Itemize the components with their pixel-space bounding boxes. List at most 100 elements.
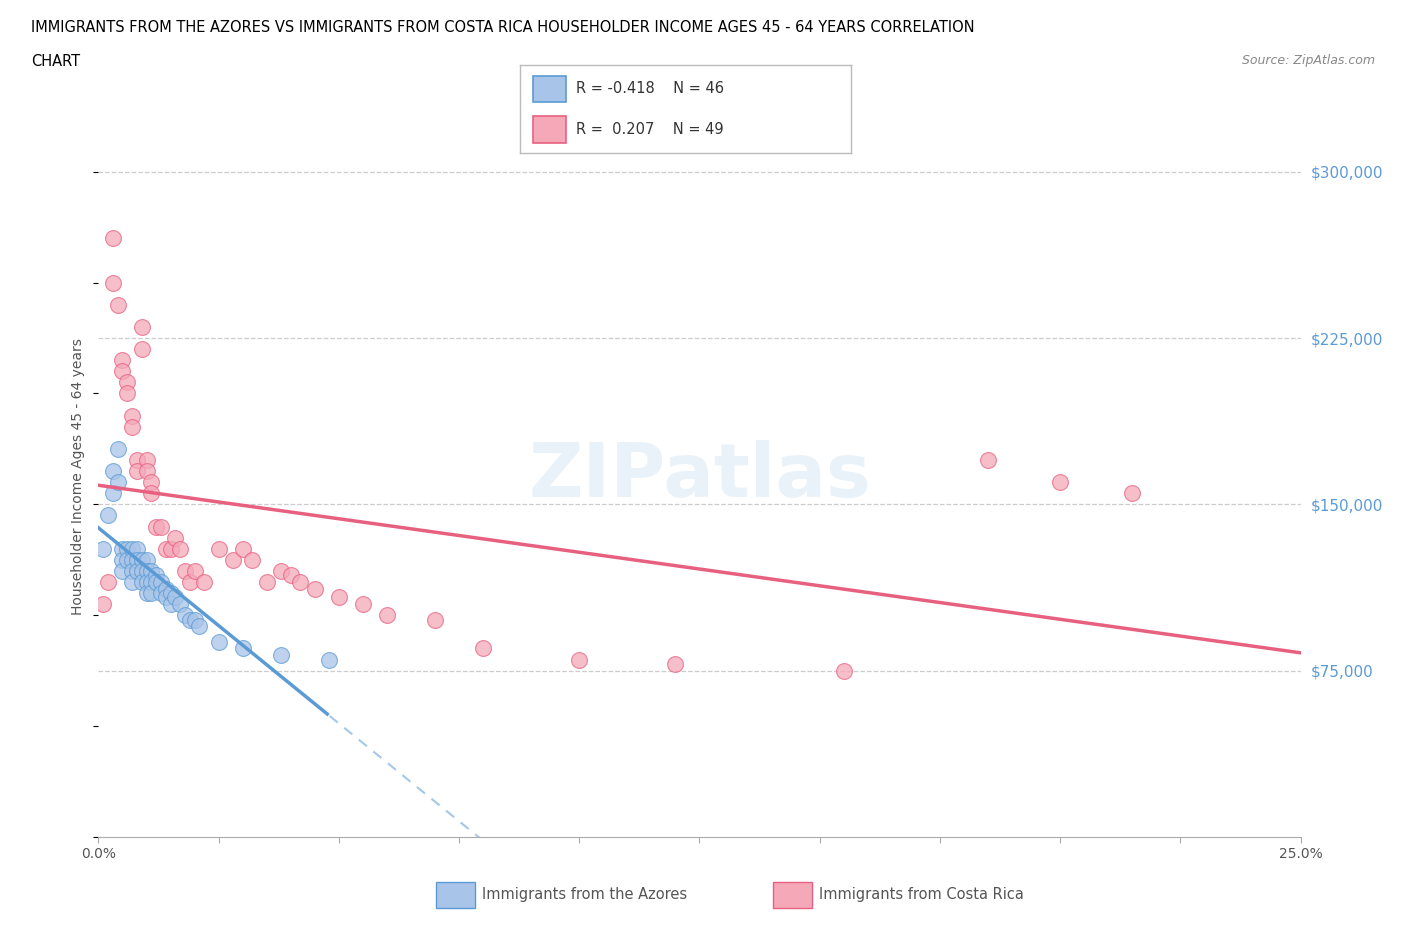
Point [91,541,114,556]
Point [183,564,205,578]
Point [169,541,191,556]
Point [174,608,197,623]
Point [375,608,398,623]
Point [193,575,215,590]
Point [135,453,157,468]
Point [135,464,157,479]
Point [141,586,163,601]
Point [121,408,143,423]
Point [107,442,129,457]
Point [568,652,591,667]
Point [290,575,312,590]
Point [169,597,191,612]
Bar [533,116,567,143]
Point [352,597,374,612]
Point [256,575,278,590]
Point [232,541,254,556]
Point [149,519,172,534]
Point [145,568,167,583]
Point [141,564,163,578]
Point [117,541,139,556]
Point [328,590,350,604]
Bar [773,882,813,909]
Point [208,634,231,649]
Point [125,453,148,468]
Text: ZIPatlas: ZIPatlas [529,440,870,513]
Text: R =  0.207    N = 49: R = 0.207 N = 49 [576,122,724,137]
Bar [533,75,567,102]
Point [111,352,134,367]
Point [111,541,134,556]
Point [101,464,124,479]
Point [1121,485,1143,500]
Bar [436,882,475,909]
Point [165,590,187,604]
Point [145,575,167,590]
Point [101,275,124,290]
Point [111,364,134,379]
Point [664,657,686,671]
Point [155,590,177,604]
Point [121,419,143,434]
Point [135,586,157,601]
Point [135,552,157,567]
Point [472,641,495,656]
Point [304,581,326,596]
Text: Source: ZipAtlas.com: Source: ZipAtlas.com [1241,54,1375,67]
Point [131,575,153,590]
Point [270,647,292,662]
Text: Immigrants from Costa Rica: Immigrants from Costa Rica [820,887,1024,902]
Point [97,508,120,523]
Text: Immigrants from the Azores: Immigrants from the Azores [482,887,686,902]
Point [240,552,263,567]
Point [111,552,134,567]
Point [141,474,163,489]
Point [107,474,129,489]
Point [145,519,167,534]
Point [117,375,139,390]
Point [141,575,163,590]
Point [832,663,855,678]
Point [165,530,187,545]
Point [125,464,148,479]
Point [1049,474,1071,489]
Point [135,564,157,578]
Point [155,541,177,556]
Point [141,485,163,500]
Text: IMMIGRANTS FROM THE AZORES VS IMMIGRANTS FROM COSTA RICA HOUSEHOLDER INCOME AGES: IMMIGRANTS FROM THE AZORES VS IMMIGRANTS… [31,20,974,35]
Point [155,581,177,596]
Point [101,485,124,500]
Point [318,652,340,667]
Point [222,552,245,567]
Point [183,612,205,627]
Point [121,552,143,567]
Point [131,564,153,578]
Point [131,320,153,335]
Point [101,231,124,246]
Point [232,641,254,656]
Point [149,575,172,590]
Point [179,575,201,590]
Point [174,564,197,578]
Point [149,586,172,601]
Point [125,541,148,556]
Point [131,552,153,567]
Point [91,597,114,612]
Point [121,564,143,578]
Point [159,541,181,556]
Point [179,612,201,627]
Point [423,612,446,627]
Point [107,298,129,312]
Text: R = -0.418    N = 46: R = -0.418 N = 46 [576,82,724,97]
Point [270,564,292,578]
Point [977,453,1000,468]
Point [280,568,302,583]
Point [111,564,134,578]
Point [159,597,181,612]
Point [159,586,181,601]
Point [117,552,139,567]
Point [125,564,148,578]
Y-axis label: Householder Income Ages 45 - 64 years: Householder Income Ages 45 - 64 years [72,339,86,615]
Point [131,341,153,356]
Point [121,541,143,556]
